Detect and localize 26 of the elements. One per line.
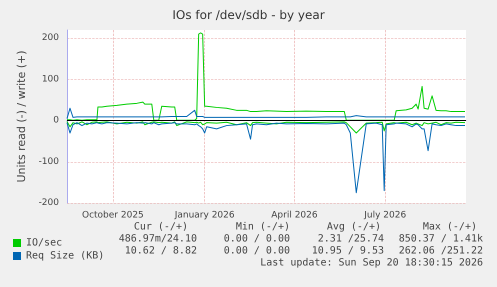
y-tick-label: -200	[38, 198, 60, 208]
text: Last update: Sun Sep 20 18:30:15 2026	[260, 258, 483, 268]
text: 10.62 / 8.82	[124, 246, 197, 256]
text: 262.06 /251.22	[398, 246, 483, 256]
text: 0.00 / 0.00	[224, 234, 290, 244]
text: 486.97m/24.10	[118, 234, 197, 244]
y-tick-label: -100	[38, 156, 60, 167]
legend-label: Req Size (KB)	[26, 250, 104, 262]
text: 0.00 / 0.00	[224, 246, 290, 256]
y-axis-title: Units read (-) / write (+)	[15, 50, 28, 183]
y-tick-label: 0	[53, 116, 60, 126]
text: 10.95 / 9.53	[312, 246, 384, 256]
text: Cur (-/+)	[134, 222, 188, 232]
text: 850.37 / 1.41k	[398, 234, 483, 244]
text: 2.31 /25.74	[318, 234, 384, 244]
x-tick-label: April 2026	[271, 210, 318, 220]
x-tick-label: January 2026	[174, 210, 235, 220]
legend-label: IO/sec	[26, 238, 62, 248]
y-tick-label: 100	[42, 74, 60, 84]
x-tick-label: October 2025	[82, 210, 144, 220]
chart-title: IOs for /dev/sdb - by year	[172, 8, 325, 22]
text: Avg (-/+)	[326, 222, 381, 232]
text: Min (-/+)	[236, 222, 290, 232]
text: Max (-/+)	[422, 222, 477, 232]
y-tick-label: 200	[42, 33, 60, 44]
x-tick-label: July 2026	[363, 210, 406, 220]
